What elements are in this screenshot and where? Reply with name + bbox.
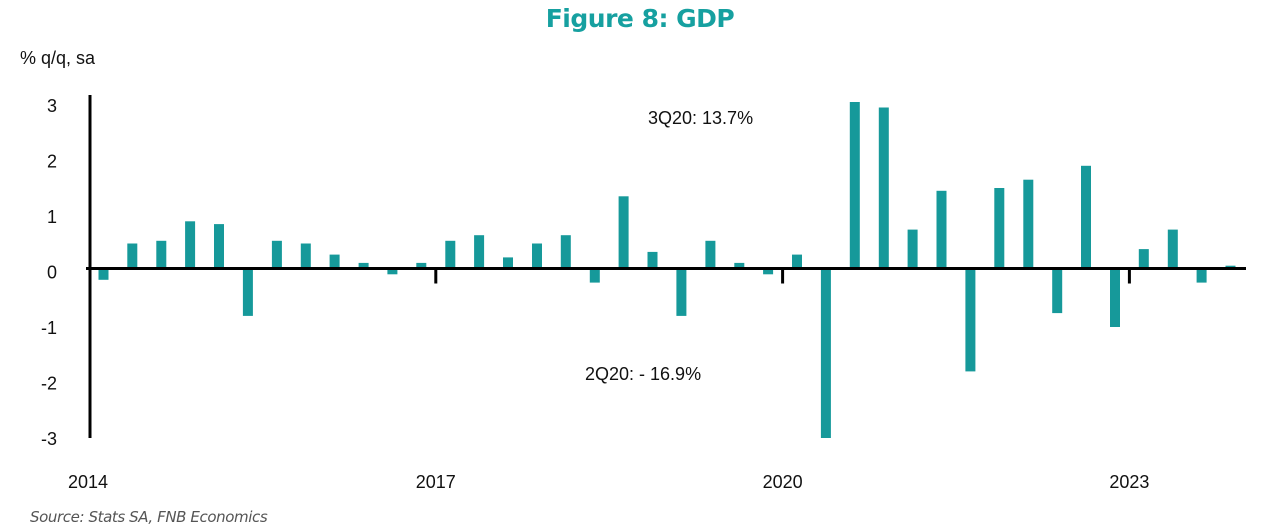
annotation-3q20: 3Q20: 13.7% [648,108,753,128]
bar-2Q21 [936,190,947,269]
bar-3Q16 [387,268,398,275]
bar-2Q22 [1052,268,1063,314]
y-tick-label: 1 [47,207,57,227]
y-tick-label: 2 [47,152,57,172]
bar-3Q23 [1196,268,1207,283]
bar-1Q19 [676,268,687,316]
bar-1Q18 [560,235,571,269]
bar-1Q15 [214,224,224,269]
bar-4Q18 [647,251,658,269]
y-tick-label: -3 [41,429,57,449]
y-axis-label: % q/q, sa [20,48,96,68]
x-tick-label: 2023 [1109,472,1149,492]
y-tick-label: -1 [41,318,57,338]
bar-3Q19 [734,262,745,269]
x-tick-label: 2020 [763,472,803,492]
bar-4Q15 [300,243,311,269]
bar-3Q17 [503,257,513,269]
bar-4Q17 [532,243,542,269]
y-tick-label: 3 [47,96,57,116]
bar-3Q15 [271,240,282,269]
bar-1Q21 [907,229,918,269]
bar-2Q15 [242,268,253,316]
x-tick-label: 2017 [416,472,456,492]
x-tick-label: 2014 [68,472,108,492]
bar-1Q22 [1023,179,1034,269]
source-note: Source: Stats SA, FNB Economics [30,508,268,526]
bar-1Q20 [792,254,802,269]
bar-1Q17 [445,240,456,269]
y-tick-label: -2 [41,374,57,394]
bar-2Q16 [358,262,369,269]
bar-4Q20 [878,107,889,269]
bar-4Q16 [416,262,427,269]
annotation-2q20: 2Q20: - 16.9% [585,364,701,384]
bar-1Q14 [98,268,109,280]
bar-1Q23 [1138,249,1149,269]
bar-4Q22 [1110,268,1120,327]
bar-4Q14 [185,221,196,269]
bar-2Q20 [820,268,831,438]
bar-2Q19 [705,240,716,269]
bar-2Q17 [474,235,485,269]
bar-3Q20 [849,102,860,269]
bar-3Q22 [1081,165,1091,269]
bar-2Q23 [1167,229,1178,269]
bar-3Q18 [618,196,629,269]
chart-title: Figure 8: GDP [545,4,735,33]
bar-1Q16 [329,254,340,269]
bar-2Q14 [127,243,138,269]
bar-4Q21 [994,188,1005,269]
bar-2Q18 [589,268,600,283]
bar-4Q19 [763,268,774,275]
y-tick-label: 0 [47,263,57,283]
bar-3Q21 [965,268,976,372]
bar-3Q14 [156,240,167,269]
